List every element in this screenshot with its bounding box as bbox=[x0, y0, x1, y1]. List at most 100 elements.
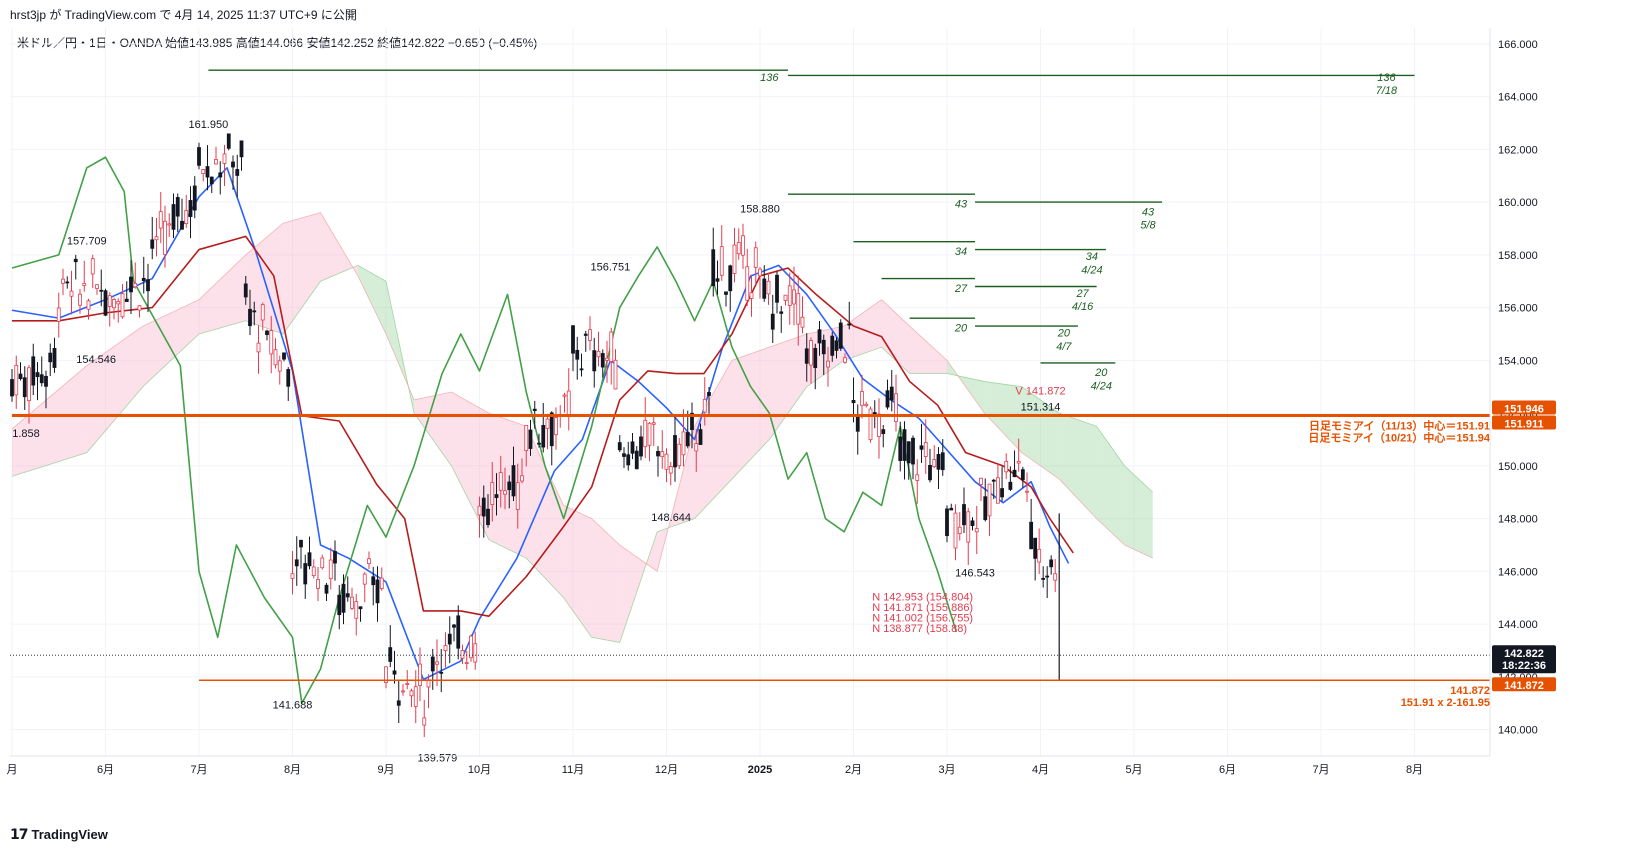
candle-body bbox=[541, 424, 546, 448]
candle-body bbox=[766, 280, 771, 295]
candle-body bbox=[911, 437, 915, 465]
time-tick: 3月 bbox=[938, 764, 955, 776]
candle-body bbox=[252, 310, 257, 313]
cloud-segment bbox=[526, 426, 564, 598]
candle-body bbox=[452, 624, 456, 628]
candle-body bbox=[583, 333, 588, 336]
candle-body bbox=[690, 412, 694, 431]
price-annotation: 157.709 bbox=[67, 235, 107, 247]
candle-body bbox=[401, 690, 405, 693]
cloud-segment bbox=[142, 299, 199, 387]
cloud-segment bbox=[12, 365, 87, 477]
candle-body bbox=[235, 169, 240, 176]
candle-body bbox=[1029, 521, 1034, 550]
price-tick: 156.000 bbox=[1498, 303, 1538, 315]
candle-body bbox=[31, 356, 36, 386]
count-number: 20 bbox=[1094, 367, 1108, 379]
price-tick: 158.000 bbox=[1498, 250, 1538, 262]
candle-body bbox=[979, 477, 983, 485]
time-tick: 8月 bbox=[284, 764, 301, 776]
candle-body bbox=[1000, 488, 1004, 498]
candle-body bbox=[813, 347, 818, 369]
candle-body bbox=[554, 417, 558, 436]
candle-body bbox=[316, 579, 320, 589]
price-tick: 140.000 bbox=[1498, 725, 1538, 737]
candle-body bbox=[95, 284, 99, 289]
candle-body bbox=[490, 482, 495, 506]
price-tick: 144.000 bbox=[1498, 619, 1538, 631]
candle-body bbox=[626, 454, 631, 466]
candle-body bbox=[902, 429, 907, 461]
candle-body bbox=[588, 329, 592, 341]
candle-body bbox=[171, 204, 176, 230]
candle-body bbox=[511, 465, 516, 497]
time-tick: 10月 bbox=[468, 764, 491, 776]
candle-body bbox=[44, 375, 48, 387]
publish-line: hrst3jp が TradingView.com で 4月 14, 2025 … bbox=[10, 8, 357, 22]
cloud-segment bbox=[86, 326, 143, 453]
price-annotation: 156.751 bbox=[591, 262, 631, 274]
tradingview-brand[interactable]: 𝟭𝟳 TradingView bbox=[10, 826, 108, 843]
time-tick: 2025 bbox=[748, 764, 772, 776]
candle-body bbox=[1008, 481, 1013, 490]
cloud-segment bbox=[414, 392, 452, 466]
candle-body bbox=[864, 403, 869, 407]
price-tick: 154.000 bbox=[1498, 355, 1538, 367]
price-tick: 150.000 bbox=[1498, 461, 1538, 473]
candle-body bbox=[27, 367, 31, 402]
count-number: 34 bbox=[1086, 251, 1098, 263]
candle-body bbox=[953, 512, 958, 549]
candle-body bbox=[966, 511, 971, 543]
candle-body bbox=[337, 594, 342, 616]
price-tick: 148.000 bbox=[1498, 514, 1538, 526]
candle-body bbox=[775, 274, 779, 303]
chart-grid bbox=[10, 28, 1490, 756]
candle-body bbox=[294, 559, 299, 567]
candle-body bbox=[299, 539, 303, 548]
price-annotation: 1.858 bbox=[12, 428, 40, 440]
candle-body bbox=[609, 331, 614, 362]
candle-body bbox=[715, 278, 720, 282]
candle-body bbox=[180, 220, 184, 230]
candle-body bbox=[409, 690, 414, 697]
candle-body bbox=[392, 670, 397, 675]
time-tick: 6月 bbox=[1219, 764, 1236, 776]
candle-body bbox=[333, 551, 337, 564]
candle-body bbox=[613, 359, 618, 390]
candle-body bbox=[52, 348, 57, 368]
candle-body bbox=[39, 374, 44, 384]
candle-body bbox=[150, 239, 155, 249]
candle-body bbox=[728, 265, 733, 292]
candle-body bbox=[834, 340, 839, 351]
price-badge bbox=[1492, 677, 1556, 692]
momiai-label: 日足モミアイ（10/21）中心＝151.94 bbox=[1308, 430, 1491, 444]
candle-body bbox=[175, 197, 180, 217]
time-tick: 2月 bbox=[845, 764, 862, 776]
time-tick: 4月 bbox=[1032, 764, 1049, 776]
candle-body bbox=[65, 281, 70, 284]
candles bbox=[10, 133, 1060, 738]
symbol-legend[interactable]: 米ドル／円・1日・OANDA 始値143.985 高値144.066 安値142… bbox=[17, 36, 538, 50]
candle-body bbox=[651, 422, 656, 425]
candle-body bbox=[226, 133, 231, 149]
v-label: V 141.872 bbox=[1015, 386, 1065, 398]
candle-body bbox=[422, 717, 427, 726]
candle-body bbox=[439, 671, 444, 674]
candle-body bbox=[447, 633, 452, 645]
candle-body bbox=[231, 161, 235, 168]
candle-body bbox=[974, 528, 979, 533]
count-number: 27 bbox=[1075, 288, 1089, 300]
price-badge-text: 141.872 bbox=[1504, 680, 1544, 692]
candle-body bbox=[877, 413, 881, 437]
chikou-line bbox=[11, 156, 958, 705]
n-calc-label: N 141.871 (155.886) bbox=[872, 602, 973, 614]
candle-body bbox=[804, 348, 809, 364]
candle-body bbox=[741, 235, 745, 256]
candle-body bbox=[800, 316, 805, 328]
candle-body bbox=[73, 258, 78, 263]
candle-body bbox=[894, 393, 898, 423]
candle-body bbox=[141, 277, 146, 282]
candle-body bbox=[477, 505, 482, 516]
price-badge-text: 151.911 bbox=[1504, 418, 1543, 430]
